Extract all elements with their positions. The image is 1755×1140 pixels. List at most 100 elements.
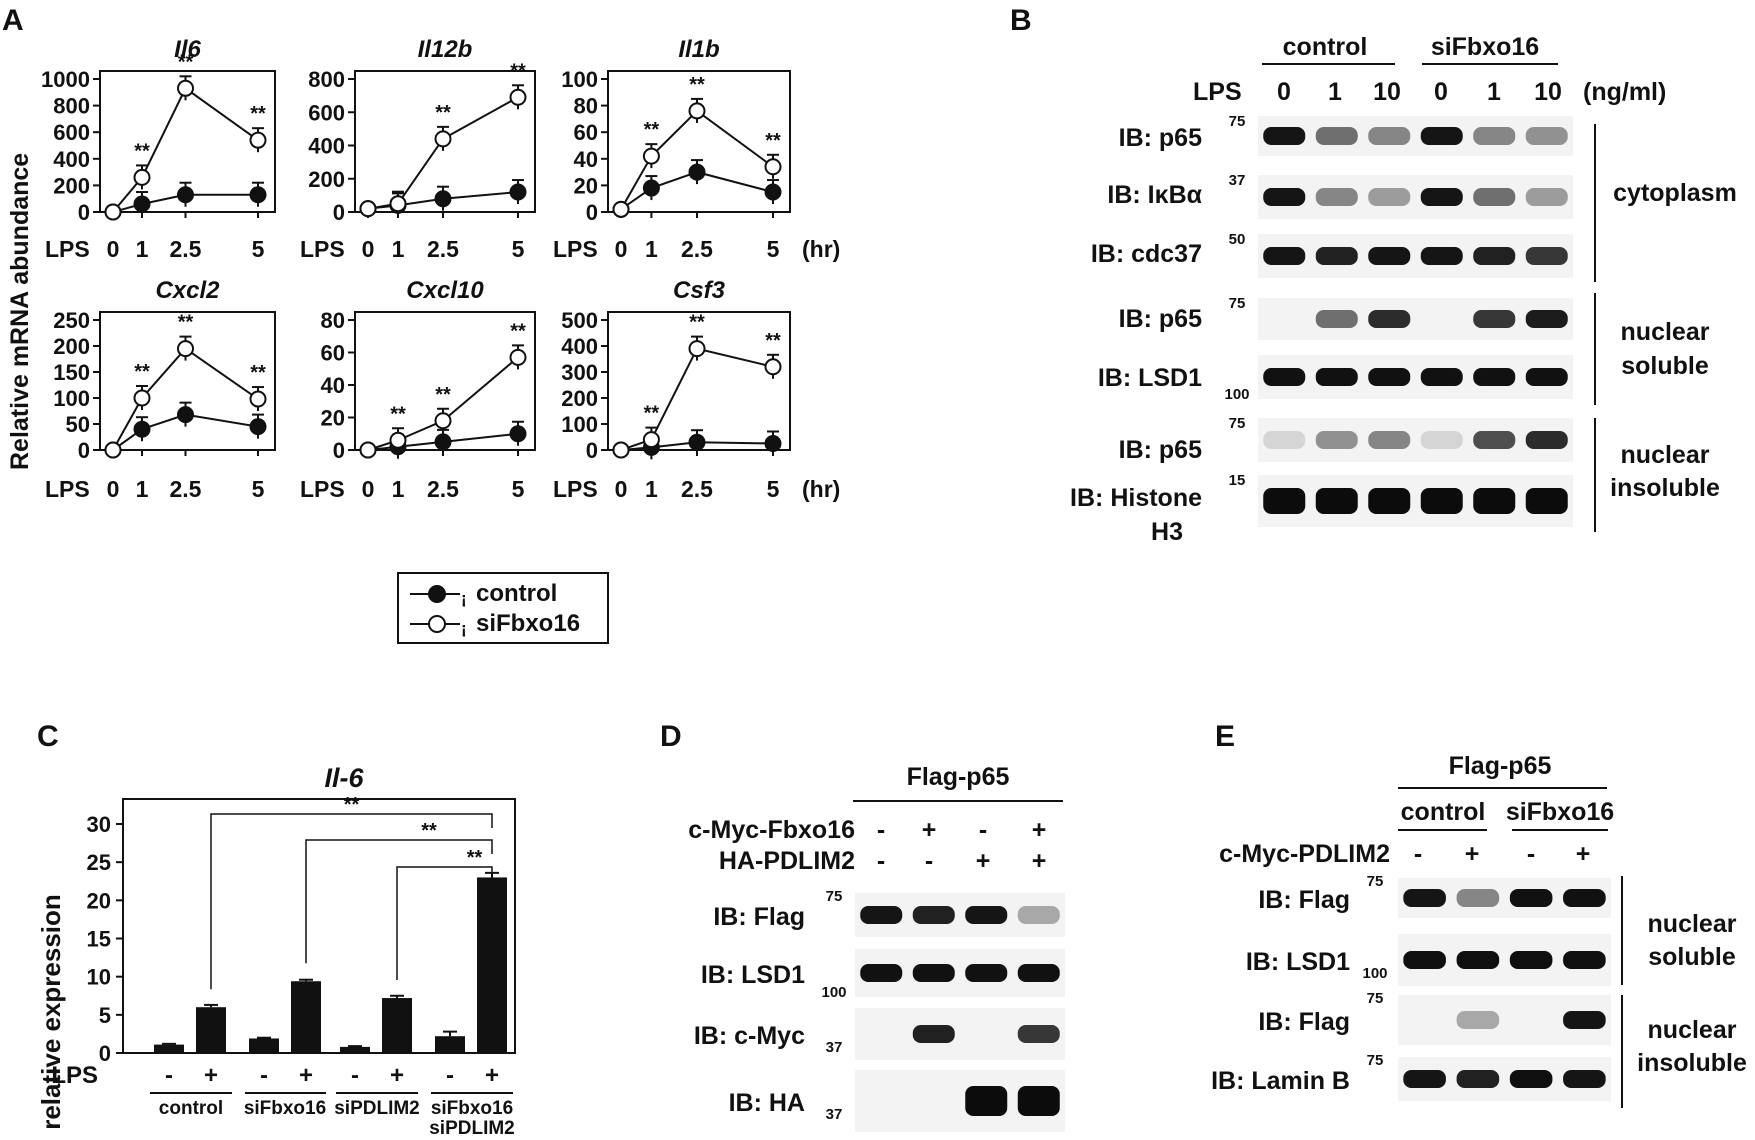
lps-sign: + xyxy=(390,1062,404,1089)
condition-sign: - xyxy=(979,816,987,844)
data-point-sifbxo16 xyxy=(389,431,407,449)
bar xyxy=(249,1038,279,1053)
plot-frame xyxy=(99,311,276,451)
blot-background xyxy=(1258,418,1573,462)
group-label: siFbxo16 xyxy=(431,1098,513,1119)
blot-band xyxy=(1420,127,1463,145)
blot-band xyxy=(1017,906,1060,924)
data-point-control xyxy=(133,195,151,213)
plot-frame xyxy=(99,70,276,213)
blot-label: IB: HA xyxy=(729,1089,805,1117)
blot-band xyxy=(1563,1011,1606,1029)
blot-band xyxy=(1263,368,1306,386)
blot-label: IB: Lamin B xyxy=(1211,1067,1350,1095)
y-tick-label: 0 xyxy=(586,438,598,463)
data-point-sifbxo16 xyxy=(104,441,122,459)
significance-marker: ** xyxy=(765,130,781,152)
legend-label-control: control xyxy=(476,580,557,607)
legend-marker-control xyxy=(428,585,446,603)
y-tick-label: 200 xyxy=(561,386,598,411)
blot-d-4 xyxy=(855,1070,1065,1132)
dose-label: 10 xyxy=(1534,78,1562,106)
bar-chart-ylabel: relative expression xyxy=(36,894,66,1130)
bar xyxy=(382,998,412,1053)
y-tick-label: 150 xyxy=(53,360,90,385)
lps-sign: + xyxy=(299,1062,313,1089)
blot-band xyxy=(1420,188,1463,206)
blot-band xyxy=(1525,188,1568,206)
blot-band xyxy=(1420,431,1463,449)
series-line-sifbxo16 xyxy=(620,347,774,451)
condition-sign: - xyxy=(1527,840,1535,868)
size-marker: 75 xyxy=(1229,113,1246,130)
bar-chart-title: Il-6 xyxy=(324,763,364,793)
y-tick-label: 60 xyxy=(574,120,598,145)
data-point-sifbxo16 xyxy=(764,158,782,176)
lps-sign: + xyxy=(485,1062,499,1089)
x-tick-label: 0 xyxy=(107,236,120,262)
blot-band xyxy=(1509,1070,1553,1088)
x-tick-label: 2.5 xyxy=(427,476,459,502)
blot-b-5 xyxy=(1258,355,1573,399)
chart-title: Il6 xyxy=(174,36,201,63)
data-point-control xyxy=(249,186,267,204)
bar xyxy=(154,1044,184,1053)
x-tick-label: 2.5 xyxy=(170,236,202,262)
condition-sign: + xyxy=(922,816,937,844)
blot-band xyxy=(1525,368,1568,386)
blot-label: IB: p65 xyxy=(1119,436,1202,464)
blot-band xyxy=(1509,889,1553,907)
condition-sign: + xyxy=(1576,840,1591,868)
x-tick-label: 2.5 xyxy=(170,476,202,502)
x-tick-label: 5 xyxy=(767,476,780,502)
x-tick-label: 1 xyxy=(136,236,149,262)
y-tick-label: 0 xyxy=(333,200,345,225)
condition-label: c-Myc-PDLIM2 xyxy=(1219,840,1390,868)
data-point-control xyxy=(177,186,194,204)
blot-band xyxy=(912,1025,955,1043)
lps-sign: - xyxy=(446,1062,454,1089)
series-line-control xyxy=(620,441,774,451)
blot-background xyxy=(1258,116,1573,156)
lps-label: LPS xyxy=(51,1062,98,1089)
y-tick-label: 100 xyxy=(561,412,598,437)
y-tick-label: 20 xyxy=(87,888,111,913)
y-tick-label: 200 xyxy=(53,334,90,359)
blot-d-2 xyxy=(855,949,1065,997)
x-tick-label: 5 xyxy=(252,476,265,502)
significance-marker: ** xyxy=(250,362,266,384)
condition-sign: - xyxy=(1414,840,1422,868)
blot-band xyxy=(1456,889,1500,907)
blot-label: IB: cdc37 xyxy=(1091,240,1202,268)
y-tick-label: 200 xyxy=(53,173,90,198)
fraction-label: insoluble xyxy=(1610,474,1720,502)
y-tick-label: 0 xyxy=(99,1041,111,1066)
x-lps-label: LPS xyxy=(300,476,345,502)
fraction-label: nuclear xyxy=(1621,318,1710,346)
size-marker: 37 xyxy=(826,1039,843,1056)
blot-band xyxy=(1563,951,1606,969)
significance-marker: ** xyxy=(178,312,194,334)
y-tick-label: 100 xyxy=(561,67,598,92)
significance-marker: ** xyxy=(134,140,150,162)
fraction-label: nuclear xyxy=(1621,441,1710,469)
blot-band xyxy=(1525,310,1568,328)
blot-label: IB: IκBα xyxy=(1107,181,1202,209)
y-tick-label: 0 xyxy=(78,438,90,463)
chart-title: Il1b xyxy=(678,36,719,63)
condition-sign: + xyxy=(1032,816,1047,844)
data-point-control xyxy=(642,179,660,197)
legend-frame xyxy=(397,572,609,644)
y-tick-label: 600 xyxy=(308,100,345,125)
lps-label: LPS xyxy=(1193,78,1242,106)
series-line-sifbxo16 xyxy=(112,86,259,213)
size-marker: 75 xyxy=(1229,415,1246,432)
y-tick-label: 200 xyxy=(308,167,345,192)
significance-marker: ** xyxy=(689,312,705,334)
data-point-control xyxy=(434,433,452,451)
blot-label: IB: LSD1 xyxy=(1098,364,1202,392)
blot-d-1 xyxy=(855,893,1065,937)
blot-band xyxy=(1509,951,1553,969)
series-line-control xyxy=(620,171,774,211)
